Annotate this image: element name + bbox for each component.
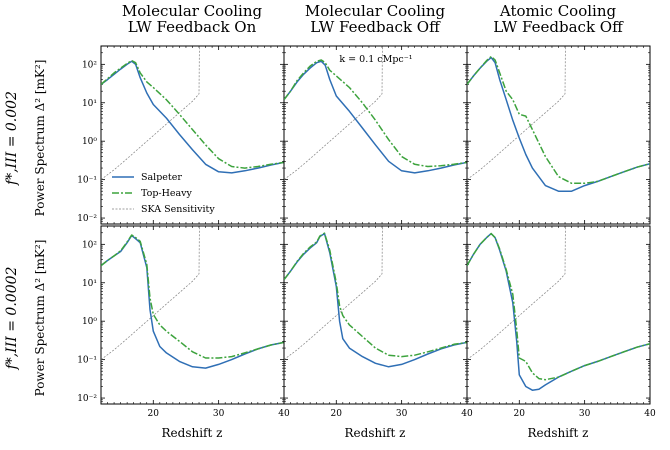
column-title-1-line-2: LW Feedback On [128,18,257,36]
panel-r2-c1-ytick-label: 10² [82,240,97,250]
row-label-top: f*,III = 0.002 [4,91,20,186]
panel-r2-c2-xtick-label: 40 [461,409,473,419]
row-label-bottom: f*,III = 0.0002 [4,266,20,370]
panel-r2-c2-salpeter-line [284,232,467,368]
panel-r1-c2-ska-line [284,46,383,180]
panel-r1-c1-ytick-label: 10⁰ [82,137,97,147]
panel-r2-c3-xtick-label: 30 [579,409,591,419]
panel-r2-c3-plot [467,226,650,391]
panel-r2-c1-plot [101,226,284,369]
panel-r2-c3-xtick-label: 40 [644,409,656,419]
panel-r2-c2-xtick-label: 30 [396,409,408,419]
panel-r2-c2-plot [284,226,467,368]
panel-r2-c2-frame [283,225,468,405]
panel-r2-c1-ytick-label: 10⁻² [77,394,97,404]
panel-r1-c2-salpeter-line [284,60,467,174]
panel-r1-c1-ytick-label: 10¹ [82,99,97,109]
column-title-2-line-2: LW Feedback Off [310,18,441,36]
y-axis-label-top: Power Spectrum Δ² [mK²] [33,60,47,217]
panel-r2-c1-topheavy-line [101,234,284,359]
panel-r2-c1-xtick-label: 20 [148,409,160,419]
panel-r1-c2-topheavy-line [284,59,467,168]
panel-r1-c2-frame [283,45,468,225]
legend-topheavy-label: Top-Heavy [141,188,193,199]
panel-r1-c3-salpeter-line [467,56,650,192]
x-axis-label-1: Redshift z [162,426,223,440]
panel-r1-c1-plot [101,46,284,180]
panel-r2-c1-ytick-label: 10¹ [82,279,97,289]
panel-r2-c2-xtick-label: 20 [331,409,343,419]
panel-r2-c3-salpeter-line [467,232,650,391]
k-annotation: k = 0.1 cMpc⁻¹ [339,54,412,65]
panel-r2-c1-salpeter-line [101,234,284,369]
panel-r2-c1-xtick-label: 30 [213,409,225,419]
column-title-2-line-1: Molecular Cooling [305,2,446,20]
panel-r1-c1-ytick-label: 10⁻² [77,214,97,224]
panel-r1-c3-ska-line [467,46,566,180]
panel-r2-c2-ska-line [284,226,383,360]
panel-r1-c3-frame [466,45,651,225]
column-title-3-line-2: LW Feedback Off [493,18,624,36]
panel-r1-c1-topheavy-line [101,59,284,169]
x-axis-label-3: Redshift z [528,426,589,440]
panel-r2-c1-ska-line [101,226,200,360]
panel-r2-c1-frame [100,225,285,405]
panel-r1-c1-frame [100,45,285,225]
panel-r1-c2-plot [284,46,467,180]
panel-r1-c1-ytick-label: 10² [82,60,97,70]
legend: Salpeter Top-Heavy SKA Sensitivity [112,172,215,215]
legend-salpeter-label: Salpeter [141,172,182,183]
panel-r1-c1-ska-line [101,46,200,180]
panel-r2-c2-topheavy-line [284,232,467,358]
panel-r1-c3-topheavy-line [467,55,650,185]
panel-r2-c3-topheavy-line [467,232,650,381]
legend-ska-label: SKA Sensitivity [141,204,215,215]
panel-r2-c1-ytick-label: 10⁻¹ [77,356,97,366]
panel-r1-c1-salpeter-line [101,60,284,174]
y-axis-label-bottom: Power Spectrum Δ² [mK²] [33,240,47,397]
column-title-1-line-1: Molecular Cooling [122,2,263,20]
panel-r2-c3-ska-line [467,226,566,360]
x-axis-label-2: Redshift z [345,426,406,440]
panel-r1-c1-ytick-label: 10⁻¹ [77,176,97,186]
column-title-3-line-1: Atomic Cooling [499,2,617,20]
panel-r2-c3-xtick-label: 20 [514,409,526,419]
panel-r2-c1-xtick-label: 40 [278,409,290,419]
panel-r2-c1-ytick-label: 10⁰ [82,317,97,327]
panel-r1-c3-plot [467,46,650,192]
